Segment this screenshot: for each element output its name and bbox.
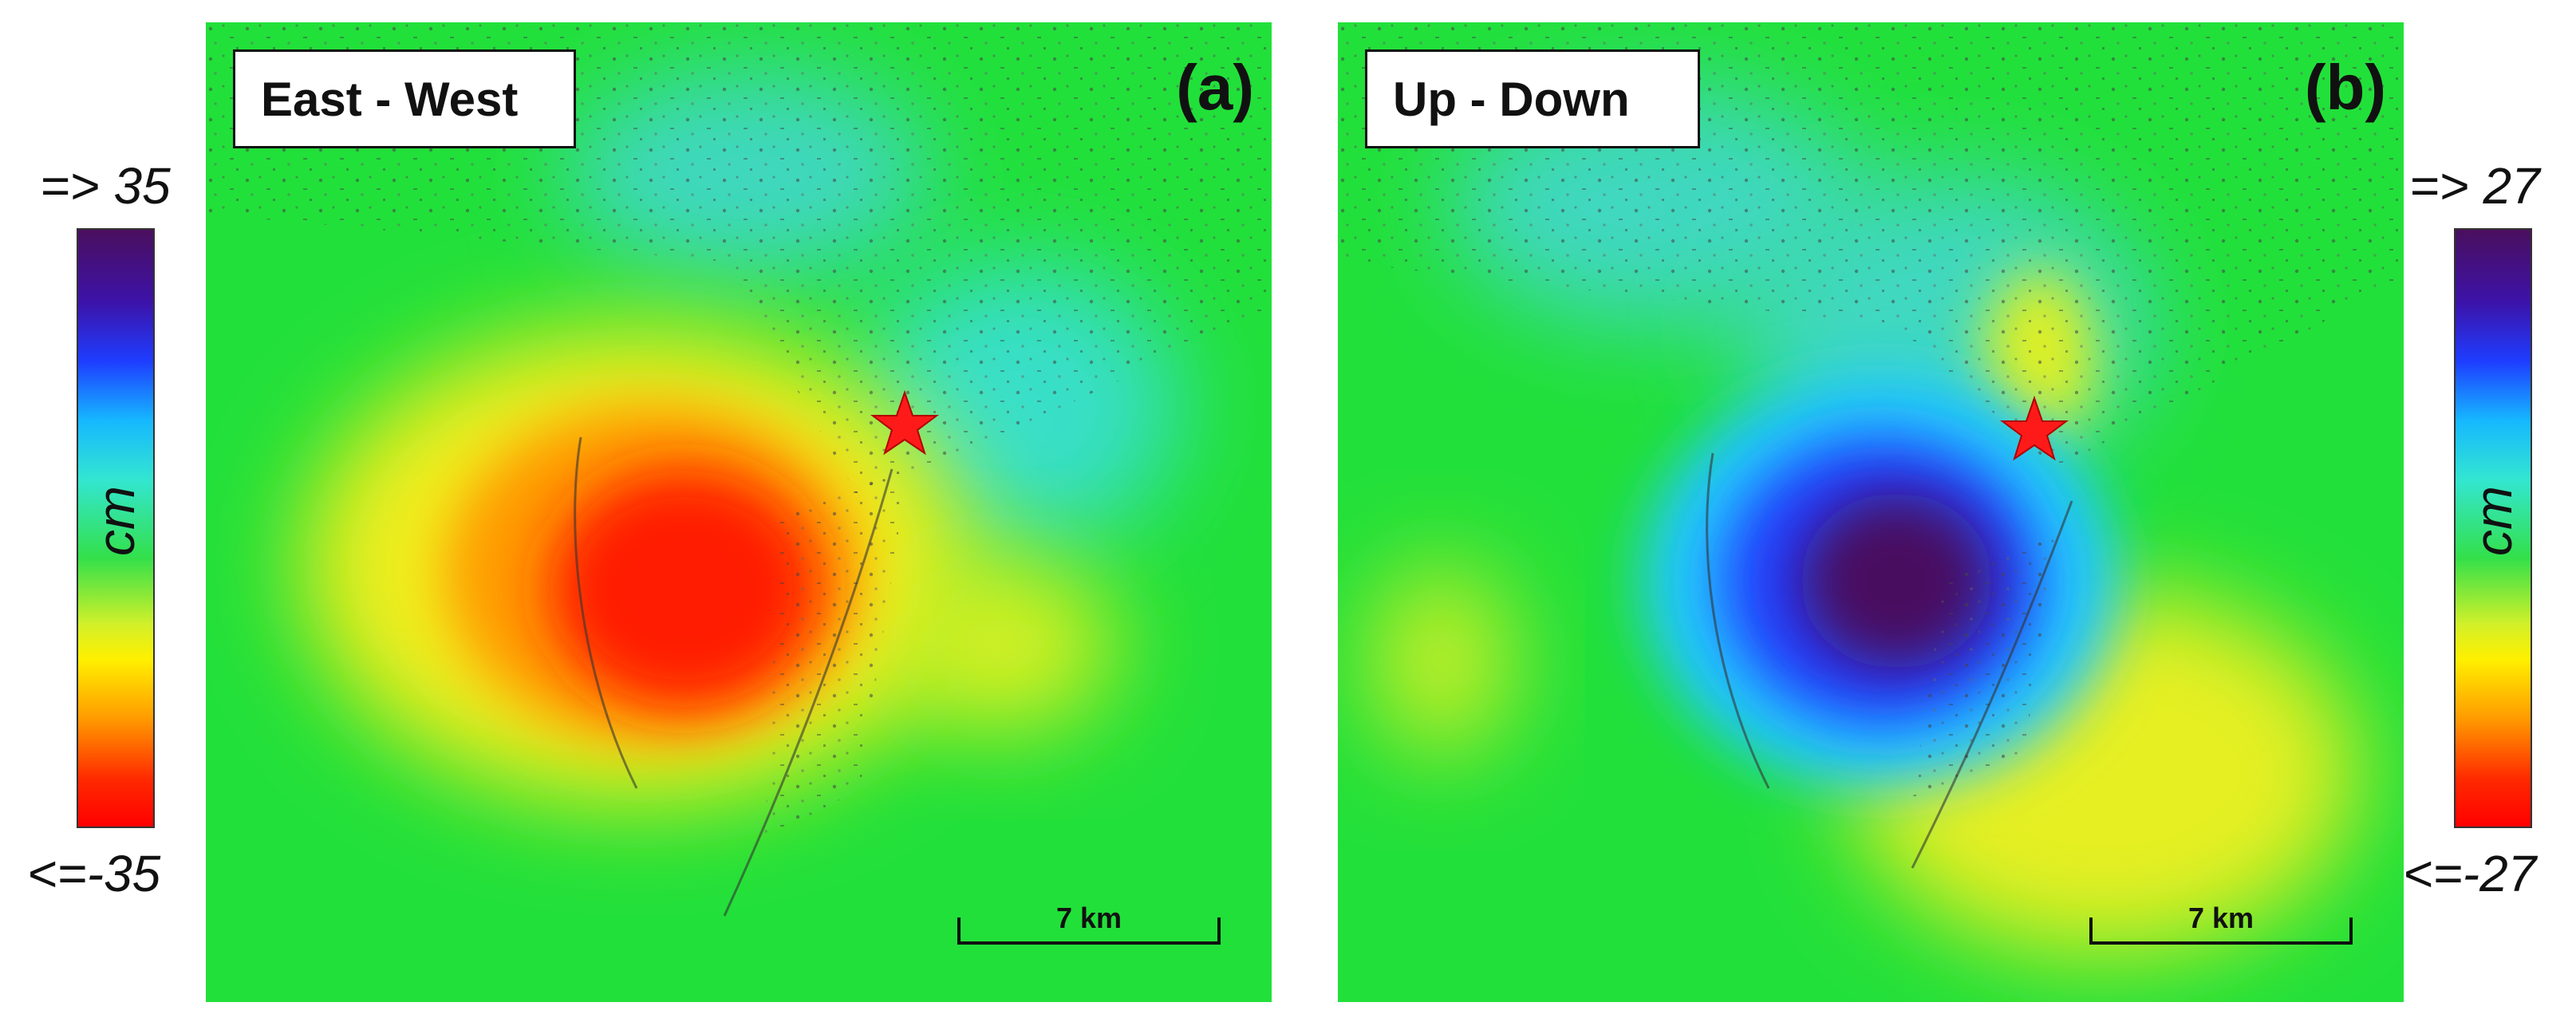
displacement-map-up-down (1338, 22, 2404, 1002)
panel-letter: (a) (1176, 52, 1254, 123)
scale-label: 7 km (2187, 902, 2254, 934)
epicenter-star-icon (2000, 395, 2069, 461)
colorbar-up-down (2454, 228, 2532, 828)
colorbar-min-label: <=-27 (2403, 845, 2537, 902)
colorbar-unit-label: cm (86, 486, 145, 556)
epicenter-star-icon (870, 389, 939, 456)
scale-label: 7 km (1055, 902, 1122, 934)
panel-letter: (b) (2304, 52, 2386, 123)
panel-title: Up - Down (1365, 49, 1700, 148)
scale-bar: 7 km (957, 902, 1221, 953)
colorbar-east-west (77, 228, 155, 828)
panel-title: East - West (233, 49, 576, 148)
scale-bar: 7 km (2089, 902, 2353, 953)
displacement-map-east-west (206, 22, 1272, 1002)
panel-east-west: East - West (a) 7 km (206, 22, 1272, 1002)
colorbar-max-label: => 27 (2409, 157, 2540, 215)
panel-up-down: Up - Down (b) 7 km (1338, 22, 2404, 1002)
colorbar-unit-label: cm (2464, 486, 2523, 556)
colorbar-min-label: <=-35 (27, 845, 161, 902)
colorbar-max-label: => 35 (40, 157, 171, 215)
